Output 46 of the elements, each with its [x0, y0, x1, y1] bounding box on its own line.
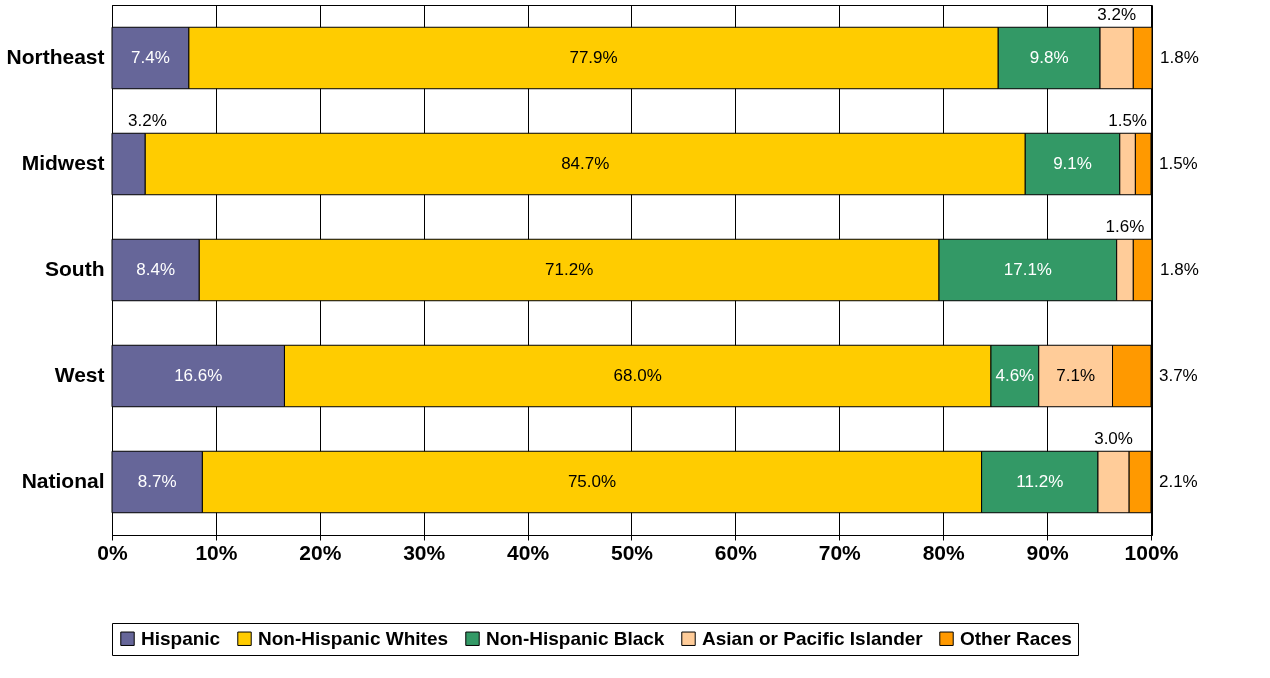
x-tick-label: 30%	[403, 540, 446, 564]
y-tick-label: West	[54, 363, 105, 386]
x-tick-label: 70%	[818, 540, 862, 564]
y-tick-label: National	[21, 469, 105, 492]
legend-label: Non-Hispanic Black	[486, 627, 665, 649]
x-tick-label: 60%	[714, 540, 758, 564]
data-label: 4.6%	[995, 366, 1035, 385]
data-label: 3.7%	[1158, 366, 1198, 385]
legend-label: Asian or Pacific Islander	[702, 627, 924, 649]
x-tick-label: 10%	[195, 540, 238, 564]
data-label: 3.2%	[1097, 5, 1137, 25]
y-tick-label: Midwest	[21, 151, 105, 174]
data-label: 1.8%	[1160, 48, 1199, 67]
x-tick-label: 100%	[1124, 540, 1179, 564]
data-label: 16.6%	[174, 366, 223, 385]
x-tick-label: 80%	[922, 540, 966, 564]
data-label: 1.5%	[1158, 154, 1198, 173]
data-label: 3.2%	[128, 111, 167, 131]
data-label: 9.1%	[1053, 154, 1092, 173]
legend-label: Hispanic	[141, 627, 221, 649]
legend-label: Non-Hispanic Whites	[258, 627, 449, 649]
data-label: 7.4%	[131, 48, 170, 67]
data-label: 75.0%	[567, 472, 617, 491]
data-label: 71.2%	[545, 260, 594, 279]
data-label: 9.8%	[1029, 48, 1069, 67]
data-label: 8.7%	[137, 472, 177, 491]
data-label: 2.1%	[1158, 472, 1198, 491]
x-tick-label: 50%	[610, 540, 654, 564]
y-tick-label: South	[45, 257, 105, 280]
data-label: 11.2%	[1016, 472, 1064, 491]
data-label: 3.0%	[1094, 429, 1133, 449]
data-label: 1.5%	[1108, 111, 1147, 131]
data-label: 1.8%	[1160, 260, 1199, 279]
y-tick-label: Northeast	[6, 45, 105, 68]
data-label: 8.4%	[136, 260, 176, 279]
data-label: 17.1%	[1003, 260, 1052, 279]
data-label: 84.7%	[561, 154, 610, 173]
x-tick-label: 0%	[97, 540, 128, 564]
x-tick-label: 90%	[1026, 540, 1069, 564]
data-label: 7.1%	[1056, 366, 1096, 385]
data-label: 1.6%	[1105, 217, 1145, 237]
data-label: 77.9%	[569, 48, 618, 67]
x-tick-label: 20%	[299, 540, 342, 564]
x-tick-label: 40%	[507, 540, 550, 564]
legend-label: Other Races	[960, 627, 1072, 649]
data-label: 68.0%	[613, 366, 662, 385]
